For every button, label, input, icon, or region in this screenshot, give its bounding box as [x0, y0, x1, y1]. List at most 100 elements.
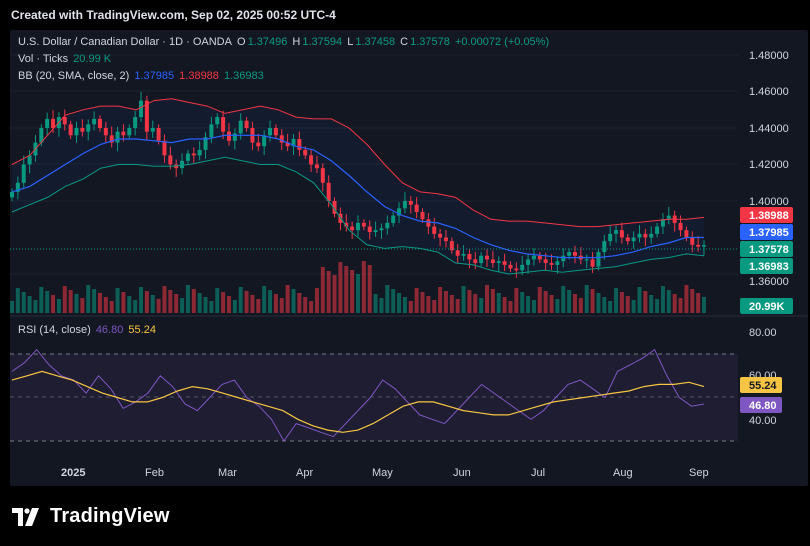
volume-bar: [209, 301, 214, 313]
volume-bar: [567, 290, 572, 313]
candle: [696, 244, 701, 247]
candle: [614, 230, 619, 234]
volume-bar: [631, 300, 636, 313]
candle: [197, 149, 202, 156]
candle: [502, 261, 507, 265]
bb-label: BB (20, SMA, close, 2): [18, 70, 130, 82]
candle: [408, 201, 413, 205]
candle: [191, 153, 196, 156]
candle: [561, 255, 566, 262]
low-value: 1.37458: [355, 36, 396, 48]
candle: [303, 149, 308, 156]
candle: [97, 118, 102, 128]
volume-bar: [133, 300, 138, 313]
change-value: +0.00072 (+0.05%): [454, 36, 550, 48]
candle: [92, 118, 97, 125]
candle: [226, 131, 231, 141]
volume-bar: [121, 292, 126, 313]
volume-bar: [379, 298, 384, 313]
candle: [314, 164, 319, 169]
volume-bar: [162, 286, 167, 313]
volume-bar: [702, 297, 706, 313]
candle: [10, 191, 14, 198]
bb-legend[interactable]: BB (20, SMA, close, 2) 1.37985 1.38988 1…: [18, 70, 266, 82]
basis-badge-text: 1.37985: [749, 227, 789, 239]
lower-band-badge: [740, 258, 793, 274]
volume-bar: [672, 294, 677, 313]
candle: [496, 261, 501, 264]
candle: [655, 226, 660, 234]
volume-bar: [432, 300, 437, 313]
volume-bar: [51, 295, 56, 313]
volume-bar: [373, 294, 378, 313]
volume-legend[interactable]: Vol · Ticks 20.99 K: [18, 53, 113, 65]
header-bar: Created with TradingView.com, Sep 02, 20…: [0, 0, 810, 30]
candle: [45, 118, 50, 128]
candle: [637, 233, 642, 238]
volume-bar: [344, 266, 349, 313]
candle: [373, 230, 378, 233]
volume-bar: [139, 287, 144, 313]
open-label: O: [237, 36, 246, 48]
volume-bar: [86, 285, 91, 313]
candle: [537, 255, 542, 260]
candle: [162, 140, 167, 156]
candle: [156, 128, 161, 141]
candle: [608, 233, 613, 242]
symbol-legend[interactable]: U.S. Dollar / Canadian Dollar · 1D · OAN…: [18, 36, 551, 48]
volume-bar: [127, 296, 132, 313]
candle: [127, 128, 132, 136]
candle: [268, 128, 273, 136]
candle: [584, 259, 589, 261]
volume-bar: [250, 295, 255, 313]
volume-bar: [221, 292, 226, 313]
bb-upper-line: [11, 98, 705, 228]
high-label: H: [292, 36, 301, 48]
candle: [590, 259, 595, 267]
volume-bar: [185, 285, 190, 313]
volume-bar: [238, 287, 243, 313]
volume-bar: [203, 297, 208, 313]
volume-bar: [549, 295, 554, 313]
candle: [68, 124, 73, 136]
candle: [531, 255, 536, 260]
candle: [361, 222, 366, 227]
volume-bar: [68, 290, 73, 313]
candle: [344, 222, 349, 227]
volume-bar: [180, 298, 185, 313]
candle: [133, 117, 138, 128]
volume-bar: [45, 291, 50, 313]
candle: [625, 237, 630, 242]
volume-bar: [420, 292, 425, 313]
candle: [203, 137, 208, 150]
volume-bar: [561, 286, 566, 313]
candle: [244, 120, 249, 128]
price-tick: 1.40000: [749, 196, 789, 208]
candle: [297, 138, 302, 150]
brand[interactable]: TradingView: [12, 505, 170, 528]
volume-bar: [496, 293, 501, 313]
rsi-ma-line: [11, 370, 705, 433]
volume-bar: [385, 285, 390, 313]
volume-bar: [678, 298, 683, 313]
volume-bar: [391, 289, 396, 313]
price-badges: 1.38988 1.37985 1.37578 1.36983 20.99K: [740, 207, 793, 314]
bb-band-fill: [12, 98, 704, 274]
candle: [549, 263, 554, 265]
volume-bar: [10, 301, 14, 313]
footer-bar: [0, 486, 810, 546]
basis-badge: [740, 224, 793, 240]
low-label: L: [347, 36, 354, 48]
volume-bar: [625, 296, 630, 313]
volume-bar: [414, 288, 419, 313]
candle: [144, 100, 149, 132]
price-tick: 1.44000: [749, 123, 789, 135]
candle: [438, 233, 443, 238]
candle: [485, 255, 490, 260]
time-label: Mar: [218, 467, 237, 479]
rsi-badge-text: 46.80: [749, 400, 777, 412]
volume-badge-text: 20.99K: [749, 301, 785, 313]
rsi-legend[interactable]: RSI (14, close) 46.80 55.24: [18, 324, 158, 336]
rsi-ma-badge-text: 55.24: [749, 380, 777, 392]
